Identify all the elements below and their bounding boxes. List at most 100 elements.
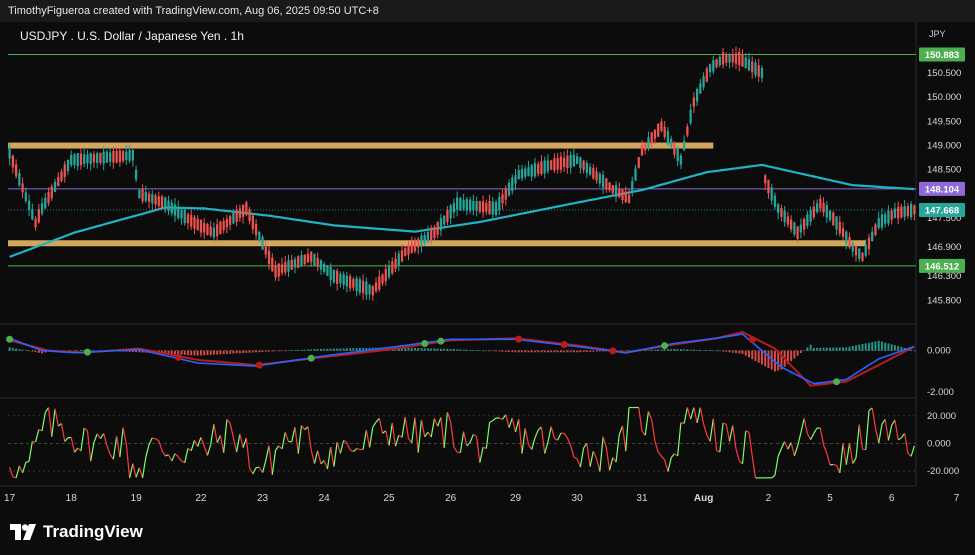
candle-body [417,239,420,248]
candle-body [488,200,491,215]
macd-histogram-bar [744,350,747,356]
macd-histogram-bar [70,350,73,352]
macd-histogram-bar [187,350,189,356]
candle-body [887,210,890,224]
candle-body [433,227,436,239]
macd-histogram-bar [297,350,300,351]
oscillator-segment [174,453,179,458]
oscillator-segment [608,457,614,471]
candle-body [608,182,611,191]
macd-histogram-bar [349,348,352,351]
candle-body [738,51,741,66]
macd-histogram-bar [602,350,605,352]
candle-body [459,197,462,211]
macd-histogram-bar [572,350,575,353]
oscillator-segment [51,408,56,437]
oscillator-segment [301,425,306,431]
oscillator-segment [437,417,442,427]
oscillator-segment [333,441,338,467]
candle-body [420,235,423,247]
macd-histogram-bar [15,348,18,351]
oscillator-segment [865,410,870,450]
candle-body [715,59,718,68]
oscillator-segment [508,418,513,428]
oscillator-segment [907,452,912,457]
oscillator-segment [586,443,591,467]
oscillator-segment [356,448,361,451]
candle-body [828,210,832,220]
candle-body [871,231,874,242]
macd-histogram-bar [89,350,92,352]
macd-histogram-bar [621,350,624,352]
oscillator-segment [317,450,322,465]
oscillator-segment [527,444,533,450]
macd-histogram-bar [426,348,429,351]
macd-histogram-bar [362,347,365,351]
candle-body [741,54,744,67]
candle-body [203,223,206,233]
candle-body [245,202,248,215]
oscillator-segment [693,407,698,423]
chart-background [0,22,975,519]
candle-body [323,263,326,272]
candle-body [673,142,676,155]
oscillator-segment [129,463,134,478]
candle-body [900,206,903,218]
macd-histogram-bar [183,350,186,355]
macd-histogram-bar [796,350,799,356]
oscillator-segment [219,435,225,453]
candle-body [498,196,501,211]
macd-histogram-bar [871,342,874,351]
macd-histogram-bar [216,350,219,355]
candle-body [481,201,485,213]
oscillator-segment [813,427,818,434]
time-axis-label: 29 [510,493,522,504]
candle-body [601,174,605,188]
candle-body [229,216,232,225]
price-axis-badge-label: 146.512 [925,261,959,272]
chart-canvas[interactable]: USDJPY . U.S. Dollar / Japanese Yen . 1h… [0,22,975,519]
macd-histogram-bar [248,350,251,353]
candle-body [783,210,786,223]
oscillator-segment [777,448,782,457]
candle-body [663,126,666,137]
macd-histogram-bar [786,350,789,365]
macd-histogram-bar [368,347,371,351]
candle-body [699,83,702,94]
macd-histogram-bar [546,350,549,353]
candle-body [767,180,770,194]
macd-histogram-bar [138,350,141,353]
candle-body [378,276,381,290]
candle-body [254,223,258,235]
macd-histogram-bar [728,350,731,353]
macd-histogram-bar [219,350,222,355]
candle-body [216,224,219,237]
oscillator-segment [122,427,127,445]
candle-body [877,218,880,228]
macd-histogram-bar [566,350,569,353]
brand-footer[interactable]: TradingView [10,519,143,545]
oscillator-segment [368,426,374,448]
candle-body [186,214,190,224]
macd-histogram-bar [508,350,510,352]
candle-body [193,217,196,229]
oscillator-segment [450,421,455,448]
oscillator-segment [466,441,471,447]
macd-histogram-bar [715,350,718,352]
oscillator-segment [473,433,477,438]
macd-histogram-bar [128,350,131,352]
oscillator-segment [346,442,351,451]
candle-body [731,54,734,63]
macd-tick-label: 0.000 [927,346,951,357]
macd-histogram-bar [135,350,138,353]
oscillator-segment [83,427,88,432]
candle-body [209,226,212,236]
candle-body [387,265,391,278]
candle-body [452,203,456,213]
candle-body [76,153,79,167]
oscillator-segment [748,432,753,456]
oscillator-segment [304,426,309,431]
oscillator-segment [414,417,419,453]
oscillator-segment [725,424,731,442]
